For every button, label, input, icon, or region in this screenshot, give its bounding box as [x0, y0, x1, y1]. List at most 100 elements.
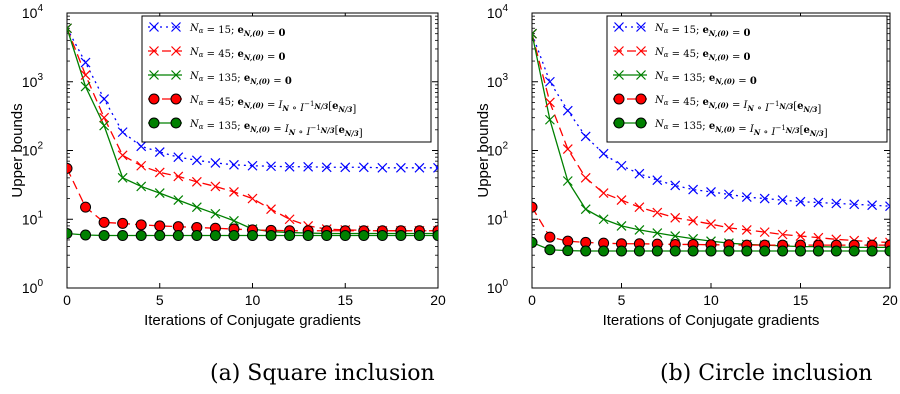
data-point-x: [284, 161, 295, 172]
data-point-x: [117, 150, 128, 161]
data-point-x: [688, 215, 699, 226]
data-point-x: [154, 167, 165, 178]
data-point-x: [136, 141, 147, 152]
data-point-x: [229, 215, 239, 226]
data-point-x: [634, 168, 645, 179]
y-tick-label: 101: [487, 209, 509, 227]
legend-item: Nα = 135; eN,(0) = IN ∘ I−1N/3[eN/3]: [148, 117, 363, 139]
data-point-circle: [302, 230, 314, 242]
data-point-x: [173, 152, 184, 163]
data-point-x: [247, 193, 258, 204]
data-point-x: [210, 181, 221, 192]
legend: Nα = 15; eN,(0) = 0 Nα = 45; eN,(0) = 0 Nα…: [141, 15, 432, 143]
data-point-circle: [98, 216, 110, 228]
x-tick-label: 5: [156, 292, 164, 308]
panel-square-inclusion: 0 5 10 15 20 100 101 102 103 104 Iterations of Con…: [9, 3, 446, 386]
data-point-x: [414, 162, 425, 173]
y-tick-label: 102: [22, 141, 44, 159]
data-point-x: [598, 214, 609, 225]
data-point-x: [598, 148, 609, 159]
data-point-x: [303, 161, 314, 172]
series-line: [67, 27, 438, 169]
data-point-x: [759, 193, 770, 204]
y-tick-label: 100: [22, 278, 44, 296]
data-point-x: [723, 189, 734, 200]
legend-label: Nα = 135; eN,(0) = IN ∘ I−1N/3[eN/3]: [189, 119, 363, 139]
data-point-circle: [135, 219, 147, 231]
panel-caption: (b) Circle inclusion: [660, 361, 872, 386]
legend-label: Nα = 45; eN,(0) = IN ∘ I−1N/3[eN/3]: [189, 95, 356, 115]
data-point-circle: [80, 201, 92, 213]
panel-circle-inclusion: 0 5 10 15 20 100 101 102 103 104 Iterations of Con…: [475, 3, 898, 386]
x-tick-label: 0: [63, 292, 71, 308]
data-point-x: [154, 188, 165, 199]
data-point-circle: [848, 245, 860, 257]
data-point-x: [67, 23, 72, 34]
data-point-circle: [598, 245, 610, 257]
plot-area: [67, 23, 438, 242]
y-tick-label: 100: [487, 278, 509, 296]
y-tick-label: 102: [487, 141, 509, 159]
data-point-circle: [284, 230, 296, 242]
x-axis-label: Iterations of Conjugate gradients: [144, 312, 361, 329]
x-tick-label: 10: [703, 292, 719, 308]
data-point-circle: [866, 245, 878, 257]
data-point-circle: [532, 201, 538, 213]
data-point-circle: [395, 230, 407, 242]
data-point-circle: [228, 230, 240, 242]
data-point-x: [670, 180, 681, 191]
data-point-circle: [413, 230, 425, 242]
legend-label: Nα = 45; eN,(0) = IN ∘ I−1N/3[eN/3]: [654, 95, 821, 115]
data-point-circle: [687, 245, 699, 257]
data-point-x: [173, 195, 184, 206]
data-point-circle: [633, 245, 645, 257]
data-point-x: [99, 94, 110, 104]
legend-item: Nα = 45; eN,(0) = IN ∘ I−1N/3[eN/3]: [613, 93, 821, 115]
data-point-x: [266, 161, 276, 172]
data-point-x: [777, 229, 788, 240]
y-tick-label: 104: [487, 3, 509, 21]
legend-label: Nα = 135; eN,(0) = 0: [654, 71, 757, 87]
y-tick-label: 101: [22, 209, 44, 227]
data-point-x: [191, 155, 202, 166]
legend-item: Nα = 45; eN,(0) = IN ∘ I−1N/3[eN/3]: [148, 93, 356, 115]
data-point-x: [154, 147, 165, 157]
data-point-circle: [812, 245, 824, 257]
data-point-circle: [358, 230, 370, 242]
data-point-circle: [544, 231, 556, 243]
data-point-x: [117, 172, 128, 183]
data-point-circle: [67, 228, 73, 240]
data-point-x: [652, 228, 663, 238]
legend: Nα = 15; eN,(0) = 0 Nα = 45; eN,(0) = 0 Nα…: [606, 15, 888, 143]
data-point-x: [741, 224, 752, 235]
data-point-x: [580, 131, 591, 142]
data-point-circle: [777, 245, 789, 257]
legend-label: Nα = 15; eN,(0) = 0: [189, 23, 286, 39]
data-point-x: [395, 162, 406, 173]
data-point-x: [544, 97, 555, 108]
x-axis-label: Iterations of Conjugate gradients: [603, 312, 820, 329]
series-line: [532, 33, 890, 244]
data-point-x: [580, 204, 591, 215]
data-point-x: [80, 57, 91, 68]
data-point-x: [616, 160, 627, 171]
data-point-x: [634, 202, 645, 213]
data-point-x: [358, 162, 369, 173]
data-point-circle: [580, 245, 592, 257]
data-point-x: [229, 186, 239, 197]
data-point-circle: [154, 230, 166, 242]
data-point-x: [741, 192, 752, 203]
y-tick-label: 104: [22, 3, 44, 21]
data-point-circle: [209, 230, 221, 242]
data-point-circle: [376, 230, 388, 242]
data-point-circle: [705, 245, 717, 257]
data-point-x: [532, 28, 537, 39]
data-point-x: [723, 222, 734, 233]
data-point-x: [562, 105, 573, 116]
data-point-circle: [723, 245, 735, 257]
data-point-x: [544, 76, 555, 87]
data-point-circle: [544, 244, 556, 256]
x-tick-label: 5: [618, 292, 626, 308]
data-point-x: [80, 81, 91, 92]
